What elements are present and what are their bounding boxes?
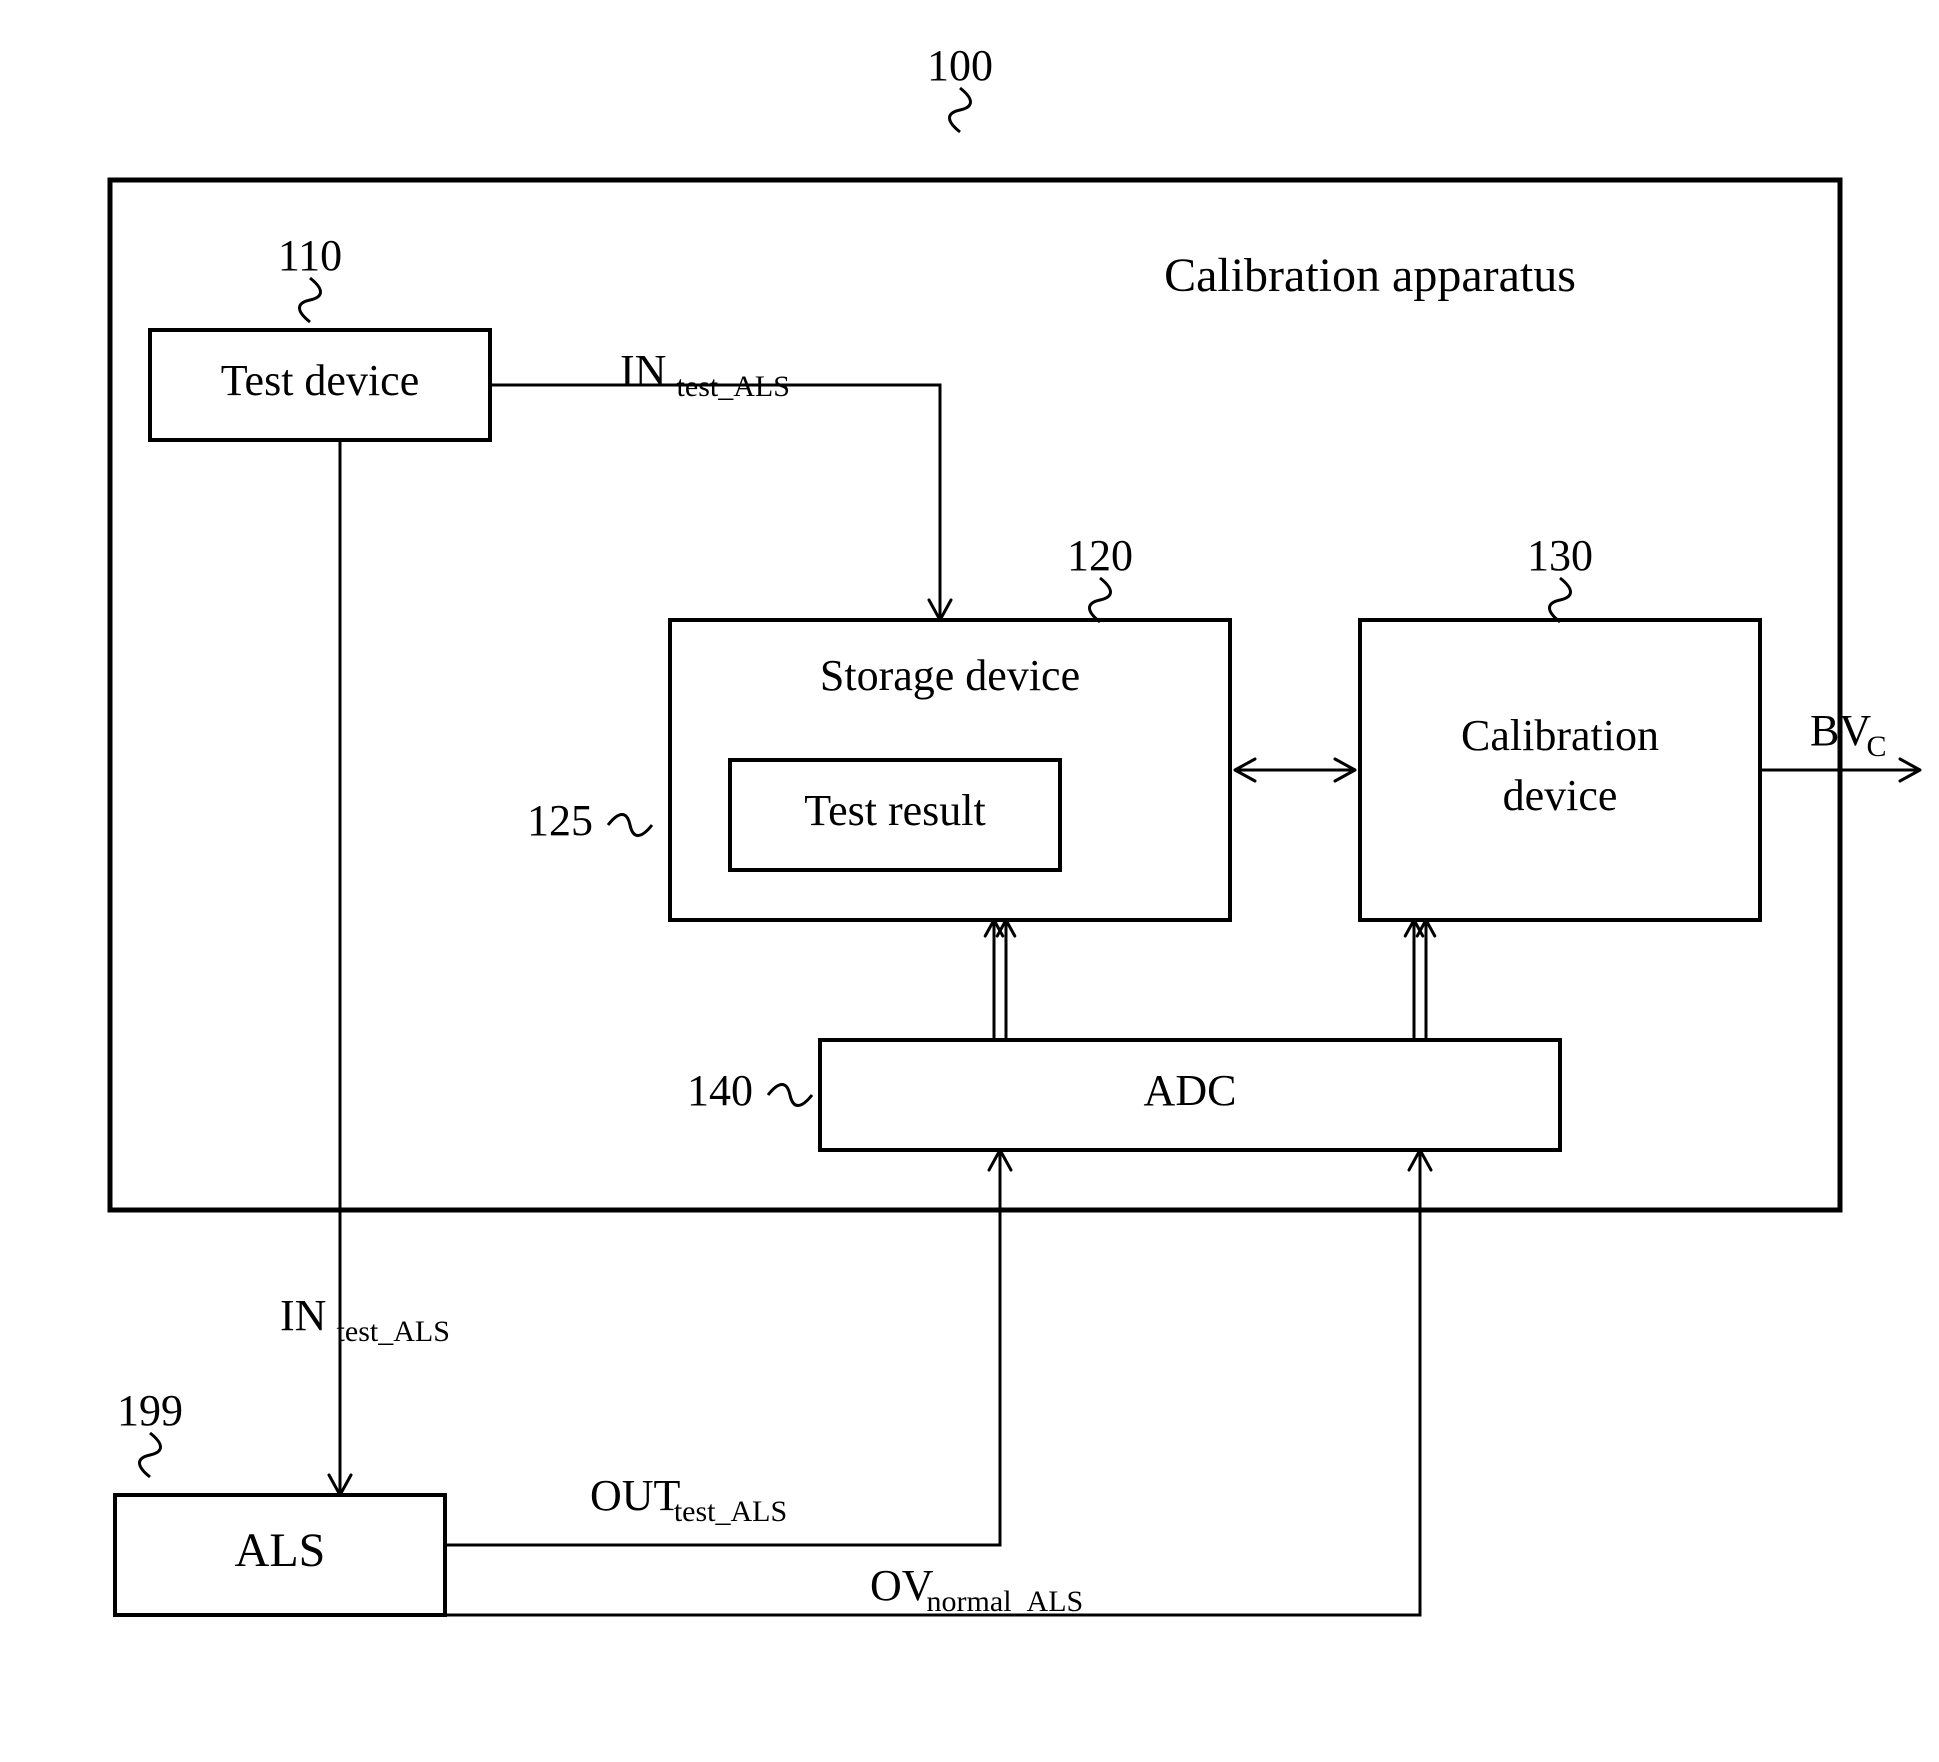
signal-ov-normal-als: OVnormal_ALS [870, 1561, 1083, 1618]
edge-test_to_storage [490, 385, 940, 620]
box-calibration-device [1360, 620, 1760, 920]
ref-100: 100 [927, 41, 993, 90]
ref-125: 125 [527, 796, 593, 845]
signal-in-test-als-top: IN test_ALS [620, 346, 790, 403]
label-calibration-device-2: device [1503, 771, 1618, 820]
signal-out-test-als: OUTtest_ALS [590, 1471, 787, 1528]
title-calibration-apparatus: Calibration apparatus [1164, 249, 1576, 302]
label-storage-device: Storage device [820, 651, 1080, 700]
ref-130: 130 [1527, 531, 1593, 580]
label-adc: ADC [1144, 1066, 1237, 1115]
label-test-device: Test device [221, 356, 420, 405]
svg-text:normal_ALS: normal_ALS [927, 1585, 1084, 1618]
svg-text:IN: IN [620, 346, 666, 395]
svg-text:test_ALS: test_ALS [677, 370, 790, 403]
ref-140: 140 [687, 1066, 753, 1115]
label-als: ALS [235, 1524, 326, 1577]
svg-text:test_ALS: test_ALS [337, 1315, 450, 1348]
svg-text:OUT: OUT [590, 1471, 681, 1520]
label-calibration-device-1: Calibration [1461, 711, 1659, 760]
ref-110: 110 [278, 231, 342, 280]
svg-text:BV: BV [1810, 706, 1871, 755]
signal-in-test-als-bottom: IN test_ALS [280, 1291, 450, 1348]
svg-text:test_ALS: test_ALS [674, 1495, 787, 1528]
svg-text:IN: IN [280, 1291, 326, 1340]
ref-199: 199 [117, 1386, 183, 1435]
label-test-result: Test result [804, 786, 985, 835]
svg-text:C: C [1867, 730, 1887, 763]
svg-text:OV: OV [870, 1561, 934, 1610]
signal-bvc: BVC [1810, 706, 1887, 763]
ref-120: 120 [1067, 531, 1133, 580]
